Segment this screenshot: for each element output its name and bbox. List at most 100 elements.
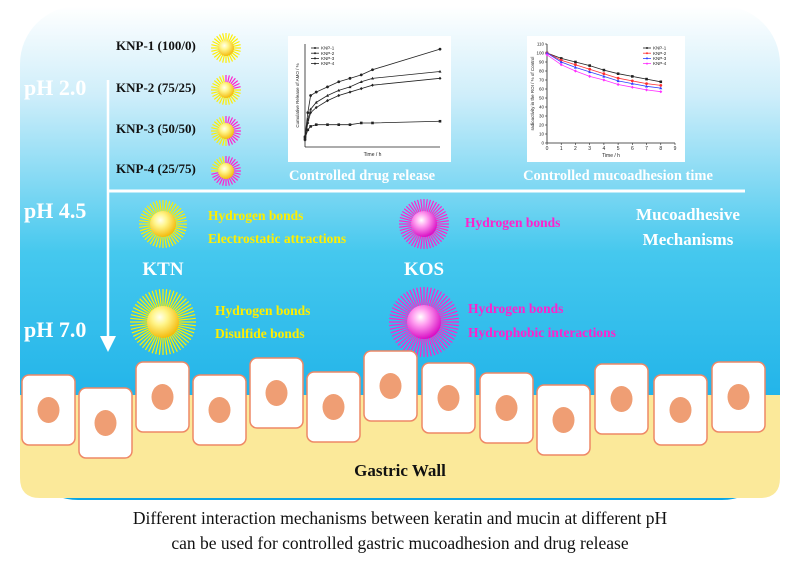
kos-mid-bond-1: Hydrogen bonds <box>465 215 560 230</box>
data-point <box>559 58 563 62</box>
data-point <box>359 87 363 91</box>
cell-11 <box>594 363 649 435</box>
epithelial-cells <box>21 350 766 459</box>
data-point <box>602 72 606 76</box>
data-point <box>359 121 363 125</box>
y-tick-label: 10 <box>539 132 545 137</box>
data-point <box>630 79 634 83</box>
data-point <box>359 80 363 83</box>
data-point <box>659 86 663 90</box>
cell-3 <box>135 361 190 433</box>
y-tick-label: 20 <box>539 123 545 128</box>
x-tick-label: 4 <box>602 146 605 152</box>
data-point <box>616 82 620 87</box>
data-point <box>314 90 318 94</box>
ph-label-7: pH 7.0 <box>24 317 86 342</box>
kos-low-bond-2: Hydrophobic interactions <box>468 325 616 340</box>
data-point <box>348 85 352 89</box>
ph-label-45: pH 4.5 <box>24 198 86 223</box>
legend-entry: KNP-4 <box>653 61 667 66</box>
data-point <box>574 60 577 64</box>
formulation-label-knp3: KNP-3 (50/50) <box>116 121 196 136</box>
kos-label: KOS <box>404 259 444 280</box>
data-point <box>306 121 310 125</box>
data-point <box>559 63 563 67</box>
legend-entry: KNP-3 <box>321 56 335 61</box>
chart2-caption: Controlled mucoadhesion time <box>523 168 713 184</box>
data-point <box>326 123 329 126</box>
data-point <box>309 94 313 97</box>
legend-entry: KNP-2 <box>321 51 335 56</box>
caption-line-2: can be used for controlled gastric mucoa… <box>171 533 629 553</box>
y-tick-label: 40 <box>539 105 545 110</box>
formulation-particles <box>211 33 241 186</box>
mechanisms-title-line1: Mucoadhesive <box>636 205 740 224</box>
data-point <box>303 138 307 142</box>
kos-particle-low <box>389 287 459 357</box>
y-tick-label: 70 <box>539 78 545 83</box>
data-point <box>326 93 329 97</box>
cell-7 <box>363 350 418 422</box>
cell-1 <box>21 374 76 446</box>
ktn-low-bond-2: Disulfide bonds <box>215 326 305 341</box>
data-point <box>371 83 374 87</box>
x-tick-label: 7 <box>645 146 648 152</box>
kos-low-bond-1: Hydrogen bonds <box>468 301 563 316</box>
y-axis-label: Cumulative Release of AMO / % <box>295 63 300 127</box>
cell-9 <box>479 372 534 444</box>
data-point <box>438 119 442 123</box>
cell-10 <box>536 384 591 456</box>
data-point <box>438 47 442 51</box>
y-tick-label: 100 <box>536 51 544 56</box>
data-point <box>337 93 341 98</box>
data-point <box>309 107 313 111</box>
ph-arrow <box>100 80 116 352</box>
legend-entry: KNP-2 <box>653 51 667 56</box>
data-point <box>659 90 663 94</box>
mechanism-particles <box>130 199 459 357</box>
data-point <box>337 123 341 126</box>
legend-entry: KNP-1 <box>653 46 667 51</box>
caption-line-1: Different interaction mechanisms between… <box>132 508 668 528</box>
data-point <box>645 77 648 81</box>
data-point <box>559 57 563 60</box>
data-point <box>359 73 363 77</box>
x-tick-label: 0 <box>546 146 549 152</box>
data-point <box>309 111 313 115</box>
data-point <box>645 88 649 92</box>
data-point <box>348 76 352 80</box>
data-point <box>573 69 577 73</box>
formulation-particle-4 <box>211 156 241 186</box>
x-tick-label: 9 <box>674 146 677 152</box>
data-point <box>659 80 663 84</box>
data-point <box>545 51 549 55</box>
data-point <box>348 90 352 94</box>
y-tick-label: 0 <box>541 141 544 146</box>
y-tick-label: 80 <box>539 69 545 74</box>
data-point <box>326 99 329 103</box>
formulation-label-knp4: KNP-4 (25/75) <box>116 161 196 176</box>
x-tick-label: 8 <box>659 146 662 152</box>
data-point <box>306 111 310 115</box>
legend-entry: KNP-3 <box>653 56 667 61</box>
data-point <box>602 68 606 72</box>
data-point <box>314 105 318 110</box>
y-tick-label: 90 <box>539 60 545 65</box>
data-point <box>371 121 374 125</box>
formulation-particle-1 <box>211 33 241 63</box>
data-point <box>371 76 374 80</box>
data-point <box>630 85 634 89</box>
data-point <box>645 82 648 85</box>
data-point <box>306 128 310 132</box>
cell-4 <box>192 374 247 446</box>
chart1-caption: Controlled drug release <box>289 168 436 184</box>
y-tick-label: 110 <box>537 42 545 47</box>
data-point <box>337 80 341 84</box>
data-point <box>588 70 592 74</box>
data-point <box>326 85 329 89</box>
data-point <box>573 65 577 69</box>
formulation-particle-3 <box>211 116 241 146</box>
formulation-label-knp2: KNP-2 (75/25) <box>116 80 196 95</box>
data-point <box>314 123 318 126</box>
legend-entry: KNP-1 <box>321 46 335 51</box>
